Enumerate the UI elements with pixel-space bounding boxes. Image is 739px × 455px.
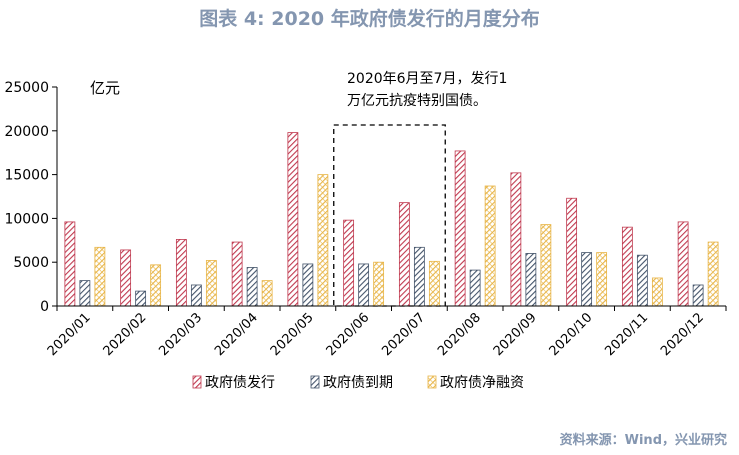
bar-issuance-9 <box>510 172 522 307</box>
bar-net_financing-11 <box>651 277 663 307</box>
legend: 政府债发行 政府债到期 政府债净融资 <box>192 375 524 391</box>
highlight-dashed-box <box>333 124 446 307</box>
bar-net_financing-4 <box>261 280 273 307</box>
bar-net_financing-10 <box>596 252 608 307</box>
x-tick-label: 2020/11 <box>602 310 651 359</box>
annotation-text: 2020年6月至7月，发行1 <box>347 71 507 87</box>
x-tick-label: 2020/03 <box>156 310 205 359</box>
x-tick-label: 2020/10 <box>547 310 596 359</box>
bar-issuance-5 <box>287 132 299 307</box>
bar-net_financing-2 <box>150 264 162 307</box>
bar-maturity-8 <box>469 269 481 307</box>
bar-issuance-12 <box>677 221 689 307</box>
highlight-box <box>333 124 446 307</box>
bar-net_financing-1 <box>94 246 106 307</box>
bar-issuance-7 <box>398 202 410 307</box>
bar-maturity-10 <box>581 252 593 307</box>
x-tick-label: 2020/02 <box>101 310 150 359</box>
bar-issuance-3 <box>175 239 187 307</box>
bar-issuance-1 <box>64 221 76 307</box>
y-tick-label: 25000 <box>4 80 49 96</box>
bar-net_financing-7 <box>428 260 440 307</box>
bar-maturity-7 <box>413 246 425 307</box>
bar-maturity-2 <box>135 290 147 307</box>
bar-maturity-3 <box>190 284 202 307</box>
y-tick-label: 15000 <box>4 168 49 184</box>
legend-swatch-maturity <box>310 375 320 389</box>
legend-label-net_financing: 政府债净融资 <box>440 375 524 391</box>
bar-issuance-10 <box>566 197 578 307</box>
axes-layer <box>52 86 727 311</box>
unit-label: 亿元 <box>90 79 120 97</box>
bar-maturity-5 <box>302 263 314 307</box>
legend-label-maturity: 政府债到期 <box>323 375 393 391</box>
y-tick-label: 10000 <box>4 211 49 227</box>
legend-swatch-net_financing <box>427 375 437 389</box>
bar-maturity-4 <box>246 267 258 307</box>
x-tick-label: 2020/09 <box>491 310 540 359</box>
chart-title: 图表 4: 2020 年政府债发行的月度分布 <box>199 8 540 30</box>
bar-net_financing-12 <box>707 241 719 307</box>
y-tick-label: 5000 <box>13 255 49 271</box>
bar-net_financing-9 <box>540 224 552 307</box>
bar-net_financing-6 <box>373 261 385 307</box>
bar-issuance-6 <box>343 219 355 307</box>
bar-net_financing-5 <box>317 174 329 307</box>
x-tick-label: 2020/01 <box>45 310 94 359</box>
bar-maturity-9 <box>525 253 537 307</box>
annotation-text: 万亿元抗疫特别国债。 <box>347 93 487 109</box>
y-tick-label: 0 <box>40 299 49 315</box>
bar-issuance-2 <box>120 249 132 307</box>
x-tick-label: 2020/04 <box>212 310 261 359</box>
legend-swatch-issuance <box>192 375 202 389</box>
bar-maturity-12 <box>692 284 704 307</box>
bar-issuance-4 <box>231 241 243 307</box>
y-tick-label: 20000 <box>4 124 49 140</box>
bars-layer <box>64 132 719 307</box>
bar-net_financing-8 <box>484 185 496 307</box>
bar-net_financing-3 <box>205 260 217 307</box>
source-note: 资料来源：Wind，兴业研究 <box>559 433 727 448</box>
x-tick-label: 2020/12 <box>658 310 707 359</box>
x-tick-label: 2020/05 <box>268 310 317 359</box>
bar-issuance-11 <box>621 226 633 307</box>
x-tick-label: 2020/07 <box>379 310 428 359</box>
x-tick-label: 2020/06 <box>324 310 373 359</box>
bar-maturity-11 <box>636 254 648 307</box>
x-tick-label: 2020/08 <box>435 310 484 359</box>
bar-maturity-6 <box>358 263 370 307</box>
legend-label-issuance: 政府债发行 <box>205 375 275 391</box>
bar-maturity-1 <box>79 280 91 307</box>
bar-issuance-8 <box>454 150 466 307</box>
